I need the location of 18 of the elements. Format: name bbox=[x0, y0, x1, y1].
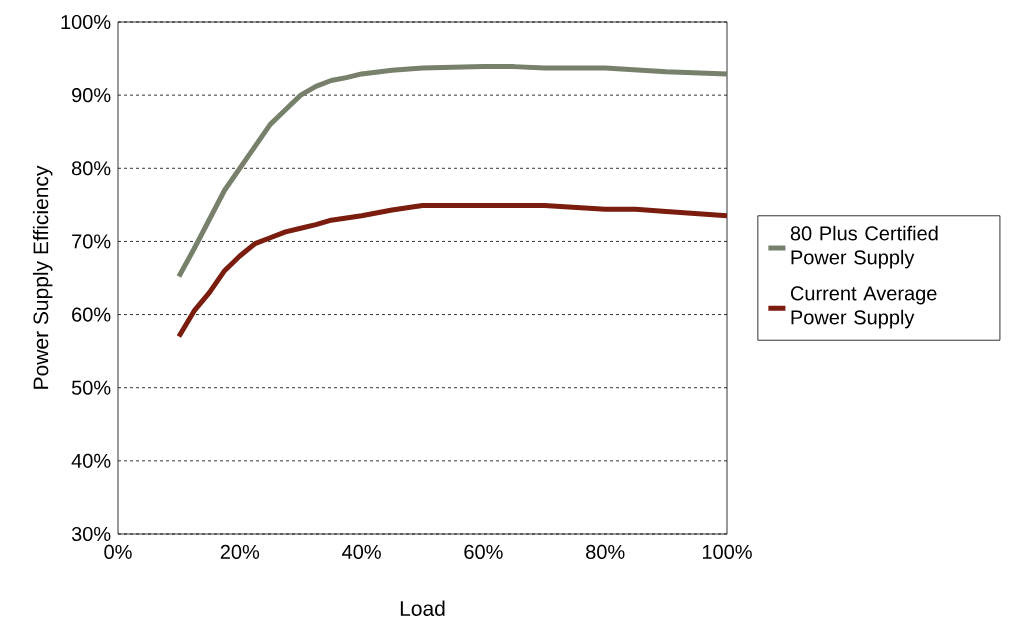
y-tick-label: 90% bbox=[72, 88, 111, 103]
x-tick-label: 100% bbox=[702, 544, 752, 560]
x-axis-title: Load bbox=[400, 600, 445, 616]
y-tick-label: 50% bbox=[71, 380, 111, 395]
legend-label: 80 Plus Certified Power Supply bbox=[790, 225, 938, 269]
legend-label: Current Average Power Supply bbox=[790, 286, 937, 329]
y-tick-label: 70% bbox=[72, 234, 111, 249]
x-tick-label: 40% bbox=[342, 544, 381, 560]
x-tick-label: 0% bbox=[104, 544, 132, 560]
x-tick-label: 80% bbox=[586, 544, 625, 560]
y-tick-label: 100% bbox=[61, 14, 111, 30]
x-tick-label: 20% bbox=[220, 544, 260, 560]
y-axis-title: Power Supply Efficiency bbox=[32, 165, 53, 389]
y-tick-label: 30% bbox=[71, 526, 111, 542]
y-tick-label: 40% bbox=[71, 453, 111, 468]
y-tick-label: 60% bbox=[72, 307, 111, 322]
x-tick-label: 60% bbox=[464, 544, 503, 560]
y-tick-label: 80% bbox=[71, 161, 111, 176]
